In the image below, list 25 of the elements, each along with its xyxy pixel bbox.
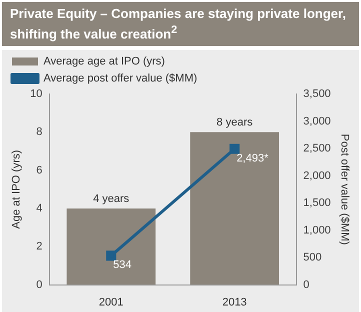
x-tick-label: 2001 (98, 296, 124, 309)
y2-tick-label: 3,500 (303, 88, 331, 100)
legend-label: Average age at IPO (yrs) (44, 56, 165, 68)
y2-tick-label: 2,500 (303, 142, 331, 155)
y2-tick-label: 500 (303, 252, 322, 264)
y-tick-label: 8 (36, 126, 42, 139)
y2-tick-label: 1,000 (303, 224, 331, 237)
y2-tick-label: 1,500 (303, 197, 331, 210)
data-label: 534 (113, 260, 132, 272)
y-tick-label: 0 (36, 279, 42, 292)
y-tick-label: 4 (36, 202, 42, 215)
y-tick-label: 2 (36, 241, 42, 253)
y2-tick-label: 2,000 (303, 170, 331, 182)
legend-label: Average post offer value ($MM) (44, 72, 198, 85)
chart-title: Private Equity – Companies are staying private longer, shifting the value creation$^{2}$ (2, 2, 359, 46)
y-tick-label: 6 (36, 164, 42, 177)
y-tick-label: 10 (30, 88, 42, 100)
y2-tick-label: 0 (303, 279, 310, 292)
data-label: 4 years (93, 193, 130, 206)
x-tick-label: 2013 (222, 296, 247, 309)
y2-axis-title: Post offer value ($MM) (338, 134, 350, 246)
data-label: 2,493* (236, 152, 270, 165)
y2-tick-label: 3,000 (303, 116, 331, 128)
y-axis-title: Age at IPO (yrs) (10, 150, 23, 230)
data-label: 8 years (216, 117, 254, 130)
